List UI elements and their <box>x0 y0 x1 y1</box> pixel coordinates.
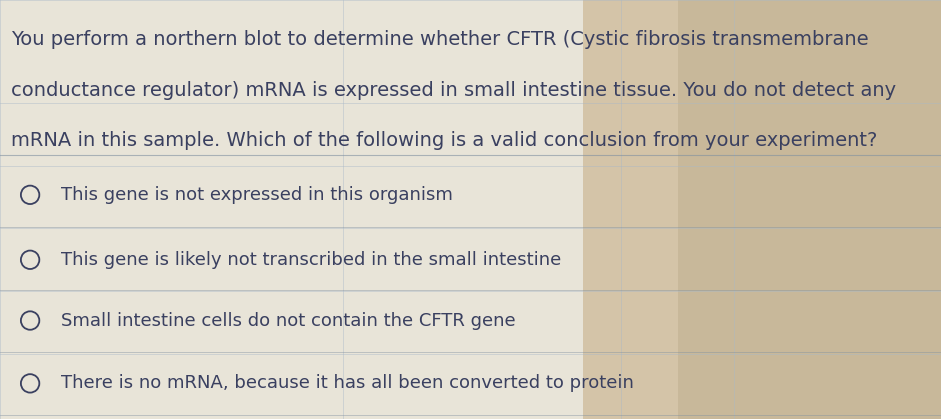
Text: conductance regulator) mRNA is expressed in small intestine tissue. You do not d: conductance regulator) mRNA is expressed… <box>11 80 897 100</box>
Text: There is no mRNA, because it has all been converted to protein: There is no mRNA, because it has all bee… <box>61 375 634 392</box>
Text: mRNA in this sample. Which of the following is a valid conclusion from your expe: mRNA in this sample. Which of the follow… <box>11 131 878 150</box>
Text: This gene is not expressed in this organism: This gene is not expressed in this organ… <box>61 186 453 204</box>
FancyBboxPatch shape <box>678 0 941 419</box>
FancyBboxPatch shape <box>583 0 678 419</box>
Text: Small intestine cells do not contain the CFTR gene: Small intestine cells do not contain the… <box>61 312 516 329</box>
Text: This gene is likely not transcribed in the small intestine: This gene is likely not transcribed in t… <box>61 251 562 269</box>
Text: You perform a northern blot to determine whether CFTR (Cystic fibrosis transmemb: You perform a northern blot to determine… <box>11 30 869 49</box>
